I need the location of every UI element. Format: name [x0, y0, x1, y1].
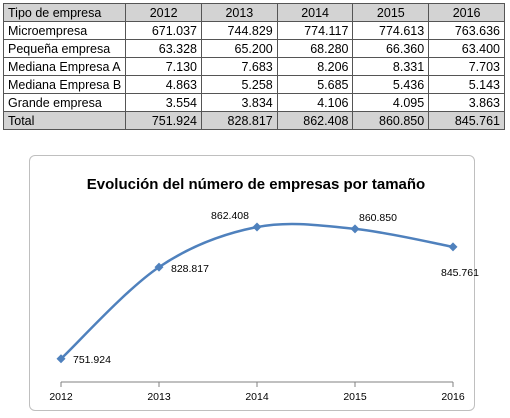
x-tick-label: 2013: [147, 391, 171, 403]
table-cell: 845.761: [428, 111, 505, 130]
chart-title: Evolución del número de empresas por tam…: [87, 176, 425, 193]
row-label: Pequeña empresa: [2, 39, 127, 58]
table-cell: 65.200: [201, 39, 278, 58]
data-point-marker: [56, 354, 66, 364]
header-cell: 2013: [201, 3, 278, 22]
x-tick-label: 2012: [49, 391, 73, 403]
chart-frame: [29, 155, 475, 411]
data-point-marker: [252, 222, 262, 232]
table-cell: 7.130: [125, 57, 202, 76]
data-point-marker: [154, 262, 164, 272]
table-row: Mediana Empresa B 4.863 5.258 5.685 5.43…: [2, 75, 505, 94]
header-cell: 2015: [352, 3, 430, 22]
table-cell: 5.436: [352, 75, 430, 94]
table-row: Grande empresa 3.554 3.834 4.106 4.095 3…: [2, 93, 505, 112]
table-cell: 3.834: [201, 93, 278, 112]
table-cell: 671.037: [125, 21, 202, 40]
row-label: Total: [2, 111, 127, 130]
table-cell: 3.554: [125, 93, 202, 112]
table-cell: 4.863: [125, 75, 202, 94]
x-tick-label: 2015: [343, 391, 367, 403]
data-label: 862.408: [211, 210, 249, 222]
table-cell: 774.117: [276, 21, 354, 40]
data-label: 828.817: [171, 263, 209, 275]
row-label: Grande empresa: [2, 93, 127, 112]
header-cell: Tipo de empresa: [2, 3, 127, 22]
series-line: [60, 222, 454, 360]
table-cell: 68.280: [276, 39, 354, 58]
header-cell: 2016: [428, 3, 505, 22]
table-cell: 774.613: [352, 21, 430, 40]
table-header-row: Tipo de empresa 2012 2013 2014 2015 2016: [2, 3, 505, 22]
data-point-marker: [350, 224, 360, 234]
x-tick-label: 2014: [245, 391, 269, 403]
table-total-row: Total 751.924 828.817 862.408 860.850 84…: [2, 111, 505, 130]
table-cell: 763.636: [428, 21, 505, 40]
table-row: Pequeña empresa 63.328 65.200 68.280 66.…: [2, 39, 505, 58]
table-cell: 66.360: [352, 39, 430, 58]
data-label: 845.761: [441, 267, 479, 279]
table-cell: 751.924: [125, 111, 202, 130]
data-point-marker: [448, 242, 458, 252]
table-cell: 5.258: [201, 75, 278, 94]
table-cell: 860.850: [352, 111, 430, 130]
data-label: 751.924: [73, 354, 111, 366]
x-tick-label: 2016: [441, 391, 465, 403]
row-label: Mediana Empresa B: [2, 75, 127, 94]
table-cell: 862.408: [276, 111, 354, 130]
data-label: 860.850: [359, 212, 397, 224]
header-cell: 2012: [125, 3, 202, 22]
table-cell: 828.817: [201, 111, 278, 130]
data-table: Tipo de empresa 2012 2013 2014 2015 2016…: [2, 3, 505, 130]
